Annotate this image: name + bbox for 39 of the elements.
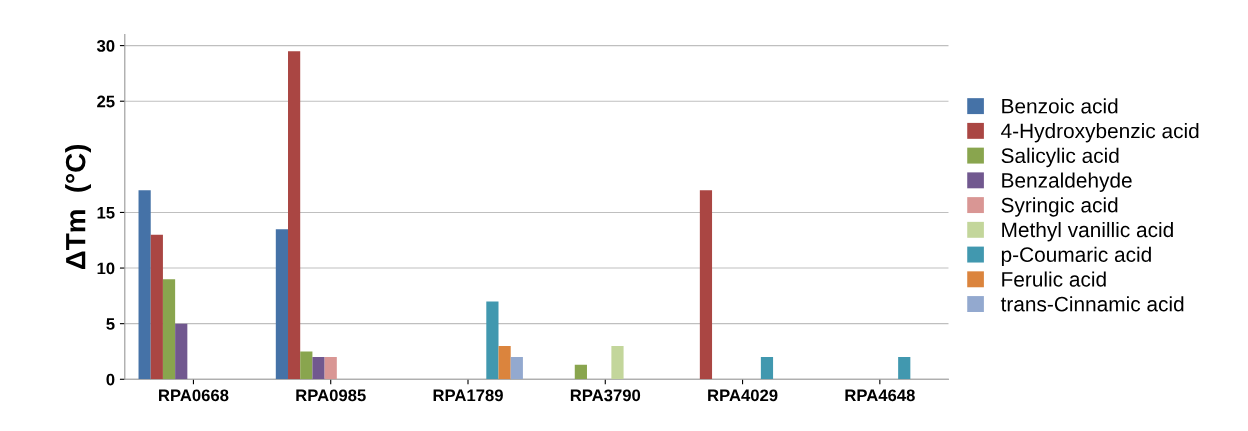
x-tick-label: RPA1789	[433, 389, 503, 402]
legend-label: Benzoic acid	[1002, 98, 1118, 114]
bar	[574, 364, 587, 380]
x-tick-label: RPA0985	[296, 389, 366, 402]
legend-label: Benzaldehyde	[1002, 172, 1132, 192]
bar	[898, 357, 911, 380]
legend-label: 4-Hydroxybenzic acid	[1001, 123, 1199, 143]
bar	[760, 357, 774, 380]
bar	[498, 345, 511, 380]
bar	[312, 357, 325, 380]
y-axis-title: ΔTm (°C)	[65, 144, 91, 270]
bar	[699, 190, 713, 380]
x-tick-label: RPA4648	[845, 389, 915, 402]
x-tick-label: RPA3790	[570, 389, 641, 402]
legend-label: Ferulic acid	[1002, 271, 1106, 287]
legend-label: Methyl vanillic acid	[1002, 221, 1173, 242]
y-tick-label: 30	[96, 40, 115, 52]
legend-label: trans-Cinnamic acid	[1000, 296, 1184, 312]
y-tick-label: 15	[97, 207, 115, 219]
bar	[162, 279, 176, 380]
y-tick-label: 25	[97, 95, 115, 108]
bar	[288, 51, 301, 380]
y-tick-label: 10	[97, 262, 115, 275]
x-tick-label: RPA0668	[159, 389, 229, 402]
bar	[138, 190, 151, 380]
legend-label: Syringic acid	[1001, 197, 1118, 217]
y-tick-label: 0	[106, 373, 115, 386]
bar	[486, 301, 499, 380]
y-tick-label: 5	[106, 318, 115, 330]
legend-label: p-Coumaric acid	[1001, 246, 1151, 267]
legend-label: Salicylic acid	[1001, 147, 1119, 168]
bar	[175, 323, 188, 380]
bar	[275, 229, 289, 380]
bar	[510, 357, 523, 380]
bar	[324, 357, 337, 380]
x-tick-label: RPA4029	[708, 389, 778, 402]
bar	[611, 345, 624, 380]
bar	[300, 351, 313, 380]
bar	[150, 234, 163, 380]
